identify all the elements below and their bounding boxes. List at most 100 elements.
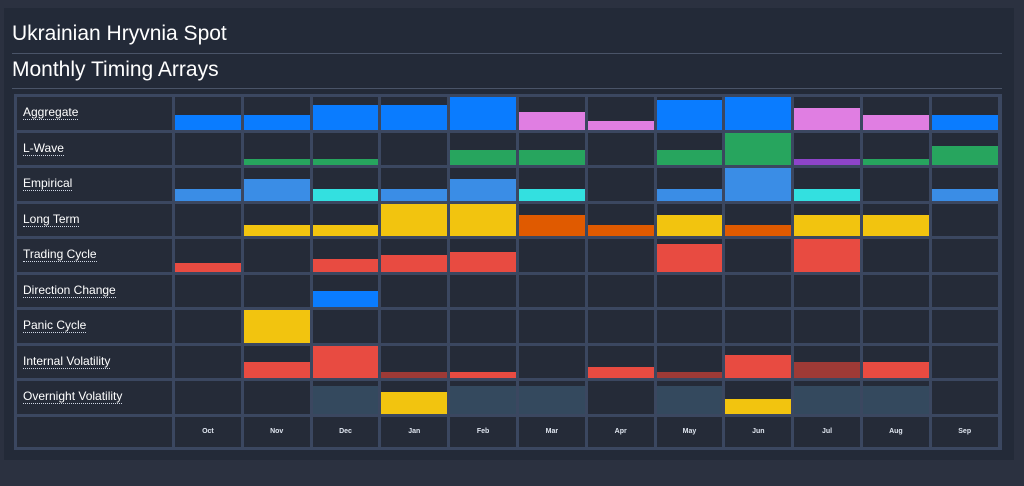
- data-cell: [175, 310, 241, 343]
- row-label: L-Wave: [23, 140, 64, 156]
- signal-bar: [381, 189, 448, 201]
- signal-bar: [863, 158, 929, 165]
- data-cell: [656, 239, 723, 272]
- month-cell: Mar: [519, 416, 585, 447]
- row-label-cell: Overnight Volatility: [17, 381, 172, 414]
- signal-bar: [794, 385, 860, 414]
- data-cell: [450, 345, 516, 378]
- data-cell: [931, 239, 998, 272]
- signal-bar: [381, 203, 448, 236]
- signal-bar: [794, 239, 860, 272]
- signal-bar: [656, 189, 723, 201]
- signal-bar: [656, 100, 723, 130]
- signal-bar: [381, 371, 448, 378]
- data-cell: [243, 381, 310, 414]
- signal-bar: [243, 224, 310, 236]
- month-label: Jan: [408, 427, 421, 435]
- data-cell: [794, 168, 860, 201]
- data-cell: [450, 239, 516, 272]
- data-cell: [381, 381, 448, 414]
- data-cell: [794, 310, 860, 343]
- data-cell: [450, 274, 516, 307]
- signal-bar: [656, 371, 723, 378]
- data-cell: [863, 310, 929, 343]
- signal-bar: [794, 361, 860, 378]
- signal-bar: [243, 361, 310, 378]
- data-cell: [931, 274, 998, 307]
- data-cell: [587, 345, 654, 378]
- data-cell: [175, 381, 241, 414]
- month-label: Oct: [202, 427, 214, 435]
- data-cell: [381, 168, 448, 201]
- data-cell: [931, 310, 998, 343]
- data-cell: [863, 345, 929, 378]
- signal-bar: [519, 189, 585, 201]
- data-cell: [863, 239, 929, 272]
- signal-bar: [863, 214, 929, 236]
- data-cell: [519, 239, 585, 272]
- data-cell: [243, 239, 310, 272]
- row-label: Long Term: [23, 211, 80, 227]
- row-label: Aggregate: [23, 105, 79, 120]
- signal-bar: [931, 189, 998, 201]
- data-cell: [725, 132, 792, 165]
- signal-bar: [794, 189, 860, 201]
- signal-bar: [863, 385, 929, 414]
- data-cell: [519, 203, 585, 236]
- row-label: Panic Cycle: [23, 318, 87, 333]
- data-cell: [381, 132, 448, 165]
- data-cell: [725, 168, 792, 201]
- month-cell: Feb: [450, 416, 516, 447]
- signal-bar: [243, 158, 310, 165]
- signal-bar: [312, 189, 379, 201]
- data-cell: [450, 203, 516, 236]
- data-cell: [725, 97, 792, 130]
- signal-bar: [519, 214, 585, 236]
- data-cell: [863, 381, 929, 414]
- data-cell: [725, 239, 792, 272]
- signal-bar: [312, 105, 379, 130]
- data-cell: [656, 97, 723, 130]
- subtitle-divider: [12, 88, 1002, 89]
- signal-bar: [725, 97, 792, 130]
- row-label: Direction Change: [23, 282, 116, 298]
- signal-bar: [656, 243, 723, 272]
- data-cell: [725, 345, 792, 378]
- signal-bar: [450, 150, 516, 165]
- data-cell: [381, 345, 448, 378]
- data-cell: [381, 97, 448, 130]
- row-label-cell: Long Term: [17, 203, 172, 236]
- signal-bar: [312, 345, 379, 378]
- signal-bar: [175, 114, 241, 130]
- data-cell: [931, 168, 998, 201]
- month-cell: Jan: [381, 416, 448, 447]
- data-cell: [519, 310, 585, 343]
- data-cell: [312, 203, 379, 236]
- data-cell: [931, 345, 998, 378]
- month-label: Apr: [614, 427, 627, 435]
- row-label-cell: Direction Change: [17, 274, 172, 307]
- data-cell: [587, 381, 654, 414]
- month-cell: Dec: [312, 416, 379, 447]
- data-cell: [243, 345, 310, 378]
- data-cell: [175, 239, 241, 272]
- signal-bar: [519, 150, 585, 165]
- month-cell: Jun: [725, 416, 792, 447]
- data-cell: [931, 97, 998, 130]
- data-cell: [519, 381, 585, 414]
- data-cell: [243, 274, 310, 307]
- data-cell: [863, 203, 929, 236]
- signal-bar: [312, 224, 379, 236]
- data-cell: [794, 203, 860, 236]
- row-label-cell: Internal Volatility: [17, 345, 172, 378]
- data-cell: [312, 381, 379, 414]
- data-cell: [656, 274, 723, 307]
- data-cell: [656, 203, 723, 236]
- signal-bar: [587, 224, 654, 236]
- data-cell: [381, 203, 448, 236]
- signal-bar: [175, 189, 241, 201]
- data-cell: [243, 203, 310, 236]
- data-cell: [175, 97, 241, 130]
- data-cell: [931, 381, 998, 414]
- data-cell: [794, 345, 860, 378]
